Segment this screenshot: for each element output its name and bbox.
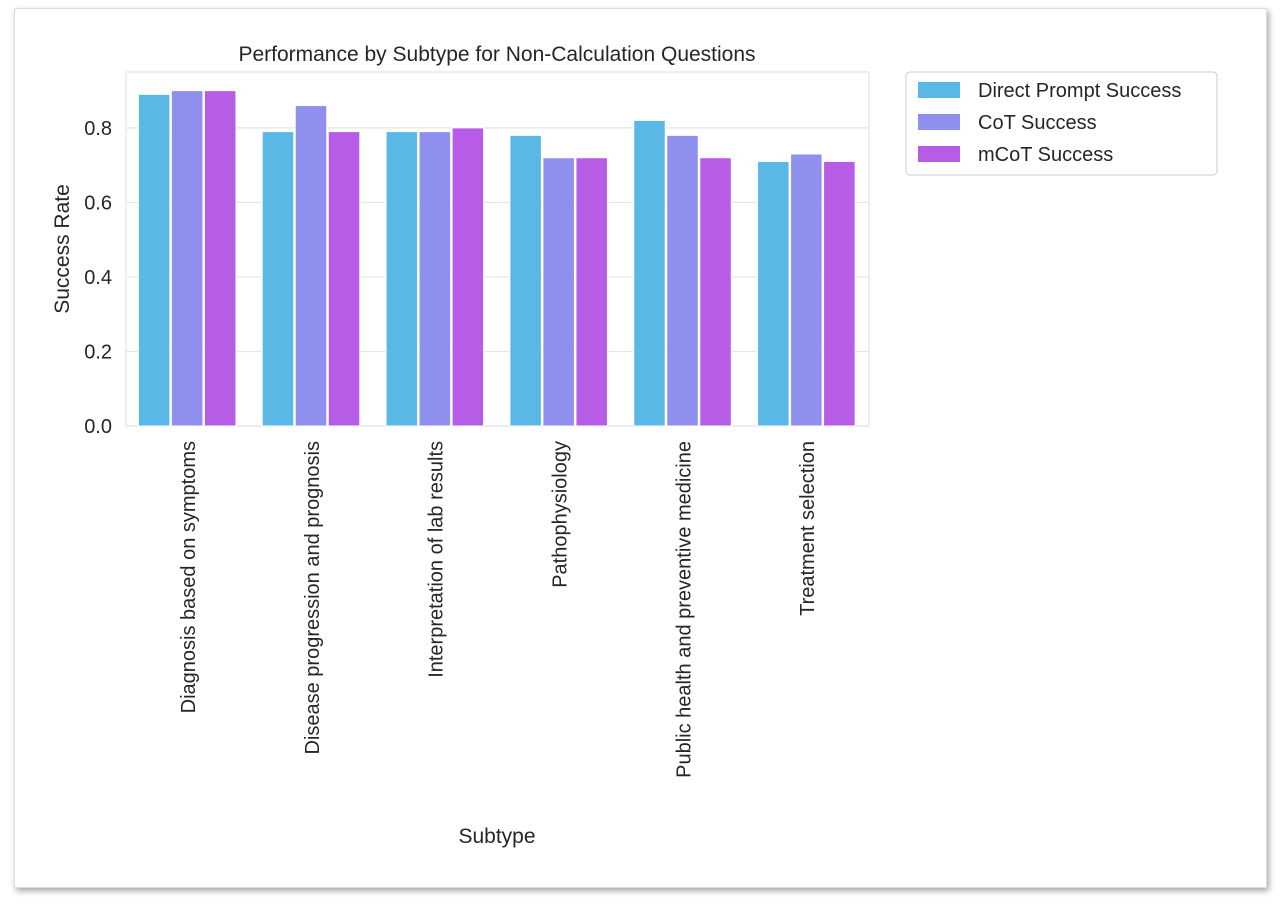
y-tick-label: 0.8: [84, 118, 112, 140]
plot-area: [125, 71, 870, 427]
bar: [137, 93, 171, 427]
x-tick-label: Pathophysiology: [549, 441, 571, 588]
legend-box: [905, 71, 1218, 176]
bars: [137, 90, 856, 427]
bar: [385, 131, 419, 427]
bar: [294, 105, 328, 427]
y-tick-label: 0.4: [84, 267, 112, 289]
x-tick-label: Public health and preventive medicine: [673, 441, 695, 778]
bar: [666, 134, 699, 427]
bar: [418, 131, 452, 427]
bar: [575, 157, 608, 427]
x-tick-label: Disease progression and prognosis: [302, 441, 324, 755]
bar: [790, 153, 823, 427]
bar: [170, 90, 204, 427]
bar: [261, 131, 295, 427]
legend-items: Direct Prompt Success CoT Success mCoT Suc…: [918, 80, 1181, 166]
bar: [699, 157, 732, 427]
x-tick-label: Diagnosis based on symptoms: [178, 441, 200, 713]
x-tick-label: Treatment selection: [797, 441, 819, 616]
y-axis-label: Success Rate: [51, 184, 74, 314]
chart-title: Performance by Subtype for Non-Calculati…: [238, 43, 755, 66]
x-axis-label: Subtype: [458, 825, 535, 848]
x-ticks: Diagnosis based on symptoms Disease progr…: [178, 441, 819, 778]
bar: [757, 160, 790, 427]
legend: Direct Prompt Success CoT Success mCoT Suc…: [905, 71, 1218, 176]
bar: [451, 127, 485, 427]
x-tick-label: Interpretation of lab results: [426, 441, 448, 678]
y-tick-label: 0.2: [84, 341, 112, 363]
legend-swatch: [918, 114, 960, 130]
bar: [509, 134, 542, 427]
bar: [633, 119, 666, 427]
legend-swatch: [918, 82, 960, 98]
bar: [823, 160, 856, 427]
y-tick-label: 0.0: [84, 416, 112, 438]
y-ticks: 0.0 0.2 0.4 0.6 0.8: [84, 118, 112, 438]
legend-swatch: [918, 146, 960, 162]
legend-label: mCoT Success: [978, 144, 1113, 166]
y-tick-label: 0.6: [84, 192, 112, 214]
legend-label: CoT Success: [978, 112, 1097, 134]
bar: [203, 90, 237, 427]
bar: [542, 157, 575, 427]
legend-label: Direct Prompt Success: [978, 80, 1181, 102]
gridlines: [126, 127, 869, 427]
bar: [327, 131, 361, 427]
